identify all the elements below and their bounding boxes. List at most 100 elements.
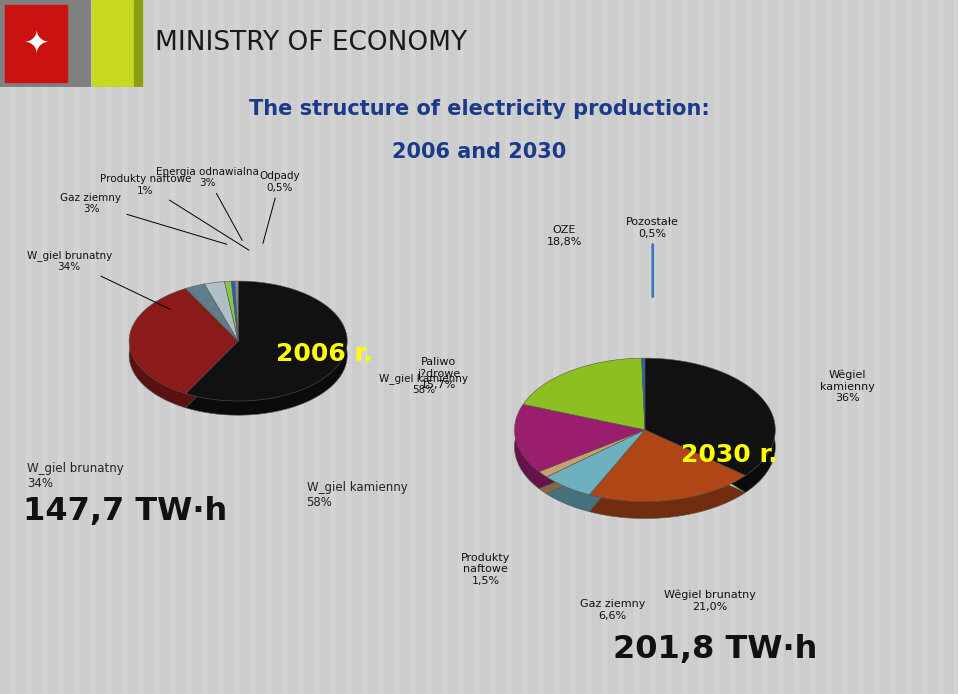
Bar <box>880 0 888 694</box>
Text: W_giel brunatny
34%: W_giel brunatny 34% <box>27 250 171 310</box>
Bar <box>544 0 552 694</box>
Text: 2030 r.: 2030 r. <box>681 443 778 468</box>
Polygon shape <box>589 430 745 518</box>
Bar <box>432 0 440 694</box>
Text: Energia odnawialna
3%: Energia odnawialna 3% <box>156 167 259 240</box>
Bar <box>832 0 840 694</box>
Bar <box>112 0 120 694</box>
Bar <box>672 0 680 694</box>
Text: MINISTRY OF ECONOMY: MINISTRY OF ECONOMY <box>155 31 468 56</box>
Bar <box>208 0 216 694</box>
Bar <box>400 0 408 694</box>
Bar <box>608 0 616 694</box>
Bar <box>576 0 584 694</box>
Bar <box>160 0 168 694</box>
Bar <box>592 0 600 694</box>
Text: OZE
18,8%: OZE 18,8% <box>546 225 582 246</box>
Bar <box>352 0 360 694</box>
Bar <box>256 0 264 694</box>
Text: Wêgiel brunatny
21,0%: Wêgiel brunatny 21,0% <box>664 590 756 612</box>
Bar <box>560 0 568 694</box>
Text: Wêgiel
kamienny
36%: Wêgiel kamienny 36% <box>820 369 875 403</box>
Bar <box>800 0 808 694</box>
Bar <box>640 0 648 694</box>
Polygon shape <box>514 421 645 489</box>
Bar <box>64 0 72 694</box>
Bar <box>480 0 488 694</box>
Text: Paliwo
j?drowe
15,7%: Paliwo j?drowe 15,7% <box>418 357 461 390</box>
Text: Produkty
naftowe
1,5%: Produkty naftowe 1,5% <box>461 552 511 586</box>
Polygon shape <box>539 430 645 477</box>
Bar <box>720 0 728 694</box>
Polygon shape <box>204 282 239 341</box>
Text: 2006 and 2030: 2006 and 2030 <box>392 142 566 162</box>
Polygon shape <box>129 289 239 393</box>
Text: 2006 r.: 2006 r. <box>276 341 373 366</box>
Text: Odpady
0,5%: Odpady 0,5% <box>260 171 300 244</box>
Bar <box>368 0 376 694</box>
Bar <box>0 0 8 694</box>
Text: Gaz ziemny
3%: Gaz ziemny 3% <box>60 193 227 244</box>
Text: Pozostałe
0,5%: Pozostałe 0,5% <box>627 217 679 297</box>
Bar <box>192 0 200 694</box>
Bar <box>752 0 760 694</box>
Bar <box>944 0 952 694</box>
Bar <box>496 0 504 694</box>
Bar <box>176 0 184 694</box>
Bar <box>736 0 744 694</box>
Bar <box>128 0 136 694</box>
Polygon shape <box>523 375 645 447</box>
Text: W_giel brunatny
34%: W_giel brunatny 34% <box>27 462 124 489</box>
Bar <box>896 0 904 694</box>
Polygon shape <box>224 281 239 341</box>
Bar <box>288 0 296 694</box>
Bar <box>336 0 344 694</box>
Text: Gaz ziemny
6,6%: Gaz ziemny 6,6% <box>580 600 645 621</box>
Text: ✦: ✦ <box>23 29 49 58</box>
Bar <box>144 0 152 694</box>
Text: W_giel kamienny
58%: W_giel kamienny 58% <box>379 373 468 396</box>
Polygon shape <box>235 281 239 341</box>
Polygon shape <box>642 375 645 447</box>
Bar <box>32 0 40 694</box>
Bar <box>0 0 90 87</box>
Bar <box>848 0 856 694</box>
Bar <box>928 0 936 694</box>
Bar <box>816 0 824 694</box>
Bar <box>768 0 776 694</box>
Bar <box>528 0 536 694</box>
Polygon shape <box>186 298 239 355</box>
Polygon shape <box>589 430 745 502</box>
Bar <box>912 0 920 694</box>
Bar <box>224 0 232 694</box>
Text: 147,7 TW·h: 147,7 TW·h <box>23 496 227 527</box>
Polygon shape <box>645 375 775 493</box>
Polygon shape <box>224 296 239 355</box>
Polygon shape <box>514 405 645 472</box>
Bar <box>134 0 142 87</box>
Polygon shape <box>523 358 645 430</box>
Bar <box>92 0 134 87</box>
Polygon shape <box>539 430 645 494</box>
Polygon shape <box>231 281 239 341</box>
Bar <box>656 0 664 694</box>
Bar <box>272 0 280 694</box>
Bar <box>688 0 696 694</box>
Bar <box>384 0 392 694</box>
Polygon shape <box>186 284 239 341</box>
Text: 201,8 TW·h: 201,8 TW·h <box>613 634 817 665</box>
Text: Produkty naftowe
1%: Produkty naftowe 1% <box>100 174 249 250</box>
Bar <box>864 0 872 694</box>
Bar <box>16 0 24 694</box>
Bar <box>304 0 312 694</box>
Polygon shape <box>204 296 239 355</box>
Polygon shape <box>645 358 775 475</box>
Polygon shape <box>129 303 239 408</box>
Polygon shape <box>186 295 347 415</box>
Bar <box>96 0 104 694</box>
Polygon shape <box>186 281 347 401</box>
Bar <box>704 0 712 694</box>
Polygon shape <box>547 430 645 511</box>
Bar <box>48 0 56 694</box>
Bar <box>464 0 472 694</box>
